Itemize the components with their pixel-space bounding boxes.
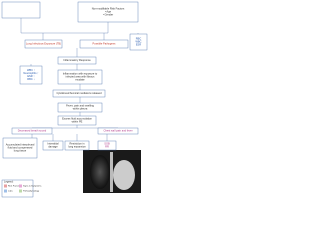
empty-box: [1, 1, 41, 19]
node-text: RBC: [136, 37, 142, 41]
node-text: RR: [105, 145, 109, 149]
xray-spine: [110, 152, 113, 192]
node-text: Possible Pathogens: [93, 42, 117, 46]
legend-swatch: [4, 189, 7, 193]
node-text: lung tissue: [14, 149, 27, 153]
risk-factors-text: • Gender: [103, 13, 113, 17]
node-text: Decreased breath sound: [18, 129, 47, 133]
node-box: [97, 140, 117, 151]
node-box: [2, 137, 38, 159]
node-text: Cytokines/chemical mediators released: [56, 91, 102, 95]
node-text: within PE: [72, 120, 83, 124]
legend-swatch: [19, 189, 22, 193]
legend-title: Legend:: [4, 180, 14, 184]
node-text: Accumulated interpleural: [6, 143, 35, 147]
node-box: [52, 89, 106, 98]
node-text: WBC: [135, 40, 141, 44]
node-box: [129, 33, 148, 51]
legend-label: Risk Factors: [8, 185, 21, 188]
node-box: [57, 115, 97, 126]
node-text: exudate: [75, 78, 85, 82]
node-text: Excess fluid accumulation: [62, 117, 92, 121]
node-text: damage: [48, 145, 58, 149]
node-box: [57, 102, 103, 113]
node-text: WBC ↑: [27, 68, 35, 72]
node-box: [19, 65, 43, 85]
legend-label: Labs: [8, 191, 14, 193]
node-box: [97, 127, 139, 135]
node-box: [64, 140, 90, 151]
node-text: Restriction in: [70, 142, 86, 146]
connectors: [1, 1, 141, 198]
node-text: infected area with fibrous: [66, 75, 96, 79]
node-box: [57, 69, 103, 85]
node-box: [42, 140, 64, 151]
node-text: ESR: [136, 43, 141, 47]
node-text: Chest wall pain and fever: [103, 129, 132, 133]
xray-effusion: [113, 160, 135, 190]
legend-swatch: [4, 184, 7, 188]
risk-factors-box: [77, 1, 139, 23]
risk-factors-text: Non-modifiable Risk Factors: [92, 7, 125, 11]
node-text: SOB: [104, 142, 110, 146]
node-text: within pleura: [73, 107, 88, 111]
node-text: fluid and compressed: [8, 146, 33, 150]
node-text: Fever, pain and swelling: [66, 104, 94, 108]
node-box: [79, 39, 129, 49]
diagram: Non-modifiable Risk Factors• Age• Gender…: [1, 1, 148, 198]
node-text: ESR ↑: [27, 74, 34, 78]
node-text: Inflammation with exposure to: [63, 72, 98, 76]
node-box: [57, 56, 97, 65]
legend-box: [1, 179, 34, 198]
legend-swatch: [19, 184, 22, 188]
node-text: lung expansion: [68, 145, 86, 149]
risk-factors-text: • Age: [105, 10, 112, 14]
legend-label: Pathophysiology: [23, 190, 40, 193]
legend-label: Signs & Symptoms: [23, 185, 42, 188]
node-text: RBC ↓: [27, 77, 35, 81]
node-text: Inflammatory Response: [63, 58, 91, 62]
node-text: Lung Infectious Exposure (TB): [26, 42, 61, 46]
node-box: [24, 39, 63, 49]
node-text: Interstitial: [47, 142, 59, 146]
xray-lung: [90, 155, 110, 189]
node-box: [11, 127, 53, 135]
node-text: Neutrophils ↑: [23, 71, 38, 75]
